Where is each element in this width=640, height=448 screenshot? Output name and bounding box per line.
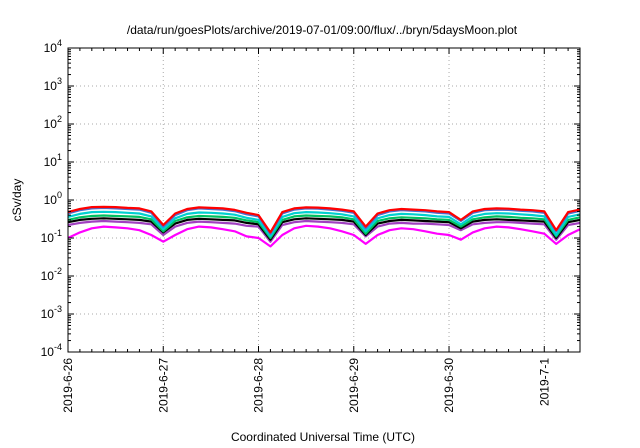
series-line: [67, 219, 581, 243]
series-line: [67, 214, 581, 240]
y-tick-label: 10-4: [41, 342, 62, 359]
plot-series: [67, 205, 581, 248]
x-tick-label: 2019-6-26: [61, 358, 75, 413]
y-tick-label: 10-2: [41, 266, 62, 283]
y-axis-label: cSv/day: [10, 179, 24, 222]
y-tick-label: 101: [44, 152, 62, 169]
grid: [68, 48, 580, 352]
series-line: [67, 205, 581, 234]
y-tick-label: 10-3: [41, 304, 62, 321]
x-tick-label: 2019-7-1: [537, 358, 551, 406]
x-axis-label: Coordinated Universal Time (UTC): [231, 430, 415, 444]
x-axis: 2019-6-26 2019-6-27 2019-6-28 2019-6-29 2019…: [61, 48, 581, 413]
y-tick-label: 100: [44, 190, 62, 207]
x-tick-label: 2019-6-29: [347, 358, 361, 413]
series-line: [67, 224, 581, 248]
y-tick-label: 104: [44, 38, 62, 55]
series-line: [67, 217, 581, 241]
y-tick-label: 102: [44, 114, 62, 131]
x-tick-label: 2019-6-28: [252, 358, 266, 413]
x-tick-label: 2019-6-30: [442, 358, 456, 413]
series-line: [67, 210, 581, 238]
chart-title: /data/run/goesPlots/archive/2019-07-01/0…: [127, 23, 518, 37]
y-tick-label: 10-1: [41, 228, 62, 245]
y-tick-label: 103: [44, 76, 62, 93]
y-axis: 10-4 10-3 10-2 10-1 100 101 102 103 104: [41, 38, 580, 359]
x-tick-label: 2019-6-27: [156, 358, 170, 413]
